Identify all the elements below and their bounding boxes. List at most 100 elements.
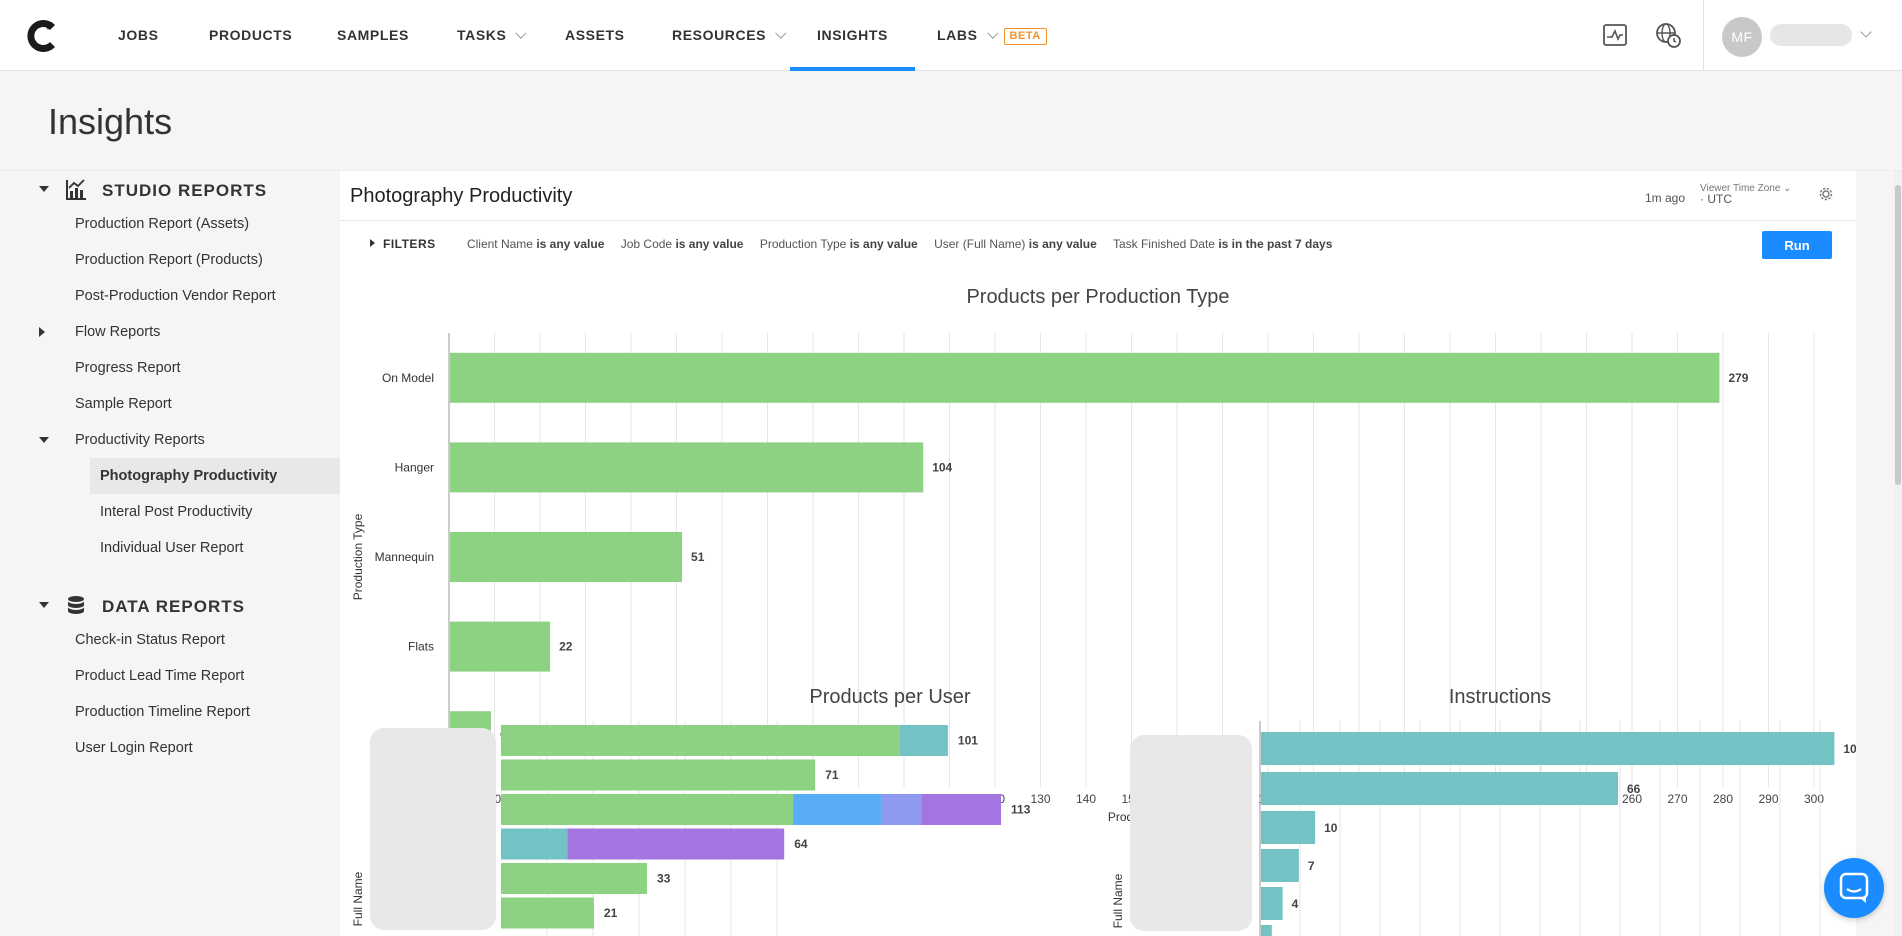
- filters-toggle[interactable]: FILTERS: [370, 237, 436, 251]
- data-label: 51: [691, 550, 705, 564]
- data-label: 22: [559, 640, 573, 654]
- nav-separator: [1703, 0, 1704, 71]
- data-label: 104: [932, 460, 952, 474]
- y-tick-label: Hanger: [395, 460, 434, 474]
- sidebar-item-productivity-reports[interactable]: Productivity Reports: [0, 422, 340, 458]
- bar-segment: [501, 725, 900, 756]
- bar: [1261, 887, 1283, 920]
- bar-chart-icon: [66, 179, 86, 200]
- nav-assets-label: ASSETS: [565, 27, 625, 43]
- sidebar-item-label: Post-Production Vendor Report: [75, 288, 276, 304]
- sidebar-item-check-in-status[interactable]: Check-in Status Report: [0, 622, 340, 658]
- nav-labs[interactable]: LABS BETA: [937, 0, 1047, 71]
- filter-condition: is any value: [1028, 237, 1097, 251]
- data-label: 10: [1324, 821, 1338, 835]
- x-tick-label: 270: [1667, 792, 1687, 806]
- bar-segment: [501, 828, 568, 860]
- timezone-value-text: UTC: [1707, 192, 1733, 206]
- filter-task-finished-date[interactable]: Task Finished Date is in the past 7 days: [1113, 237, 1332, 251]
- filter-condition: is any value: [675, 237, 744, 251]
- caret-down-icon: [39, 602, 49, 608]
- bar: [1261, 772, 1618, 805]
- gear-icon[interactable]: [1817, 185, 1835, 203]
- nav-products[interactable]: PRODUCTS: [209, 0, 292, 71]
- sidebar-item-product-lead-time[interactable]: Product Lead Time Report: [0, 658, 340, 694]
- username-redacted[interactable]: [1770, 24, 1852, 46]
- sidebar-item-label: Progress Report: [75, 360, 181, 376]
- sidebar-item-production-report-assets[interactable]: Production Report (Assets): [0, 206, 340, 242]
- nav-tasks-label: TASKS: [457, 27, 507, 43]
- filter-field: Task Finished Date: [1112, 237, 1215, 251]
- sidebar-item-progress-report[interactable]: Progress Report: [0, 350, 340, 386]
- nav-insights[interactable]: INSIGHTS: [790, 0, 915, 71]
- filter-field: Production Type: [759, 237, 847, 251]
- data-label: 21: [604, 906, 618, 920]
- sidebar-item-post-production-vendor[interactable]: Post-Production Vendor Report: [0, 278, 340, 314]
- bar-segment: [921, 794, 1002, 825]
- sidebar-item-label: Check-in Status Report: [75, 632, 225, 648]
- caret-right-icon: [39, 327, 45, 337]
- chevron-down-icon[interactable]: [1860, 26, 1872, 38]
- sidebar-item-individual-user-report[interactable]: Individual User Report: [0, 530, 340, 566]
- timezone-label[interactable]: Viewer Time Zone ⌄: [1700, 183, 1792, 194]
- filter-production-type[interactable]: Production Type is any value: [760, 237, 918, 251]
- filter-user-full-name[interactable]: User (Full Name) is any value: [934, 237, 1097, 251]
- bar: [1261, 849, 1299, 882]
- sidebar-item-label: Production Report (Assets): [75, 216, 250, 232]
- sidebar-item-sample-report[interactable]: Sample Report: [0, 386, 340, 422]
- report-panel: Photography Productivity 1m ago Viewer T…: [340, 171, 1856, 936]
- data-reports-section[interactable]: DATA REPORTS: [0, 589, 340, 623]
- filter-field: User (Full Name): [934, 237, 1026, 251]
- data-reports-title: DATA REPORTS: [102, 597, 245, 616]
- top-navigation: JOBS PRODUCTS SAMPLES TASKS ASSETS RESOU…: [0, 0, 1902, 71]
- filter-job-code[interactable]: Job Code is any value: [621, 237, 744, 251]
- nav-labs-label: LABS: [937, 27, 978, 43]
- sidebar-item-label: Productivity Reports: [75, 432, 205, 448]
- nav-tasks[interactable]: TASKS: [457, 0, 527, 71]
- timezone-label-text: Viewer Time Zone: [1700, 183, 1781, 194]
- bar-segment: [793, 794, 882, 825]
- x-tick-label: 300: [1804, 792, 1824, 806]
- report-title: Photography Productivity: [350, 185, 573, 207]
- globe-clock-icon[interactable]: [1655, 22, 1681, 48]
- sidebar-item-label: Individual User Report: [100, 540, 244, 556]
- bar: [1261, 732, 1835, 765]
- nav-resources-label: RESOURCES: [672, 27, 767, 43]
- scrollbar-track[interactable]: [1894, 171, 1902, 936]
- bar-segment: [567, 828, 785, 860]
- nav-assets[interactable]: ASSETS: [565, 0, 625, 71]
- bar: [1261, 925, 1272, 936]
- data-label: 71: [825, 768, 839, 782]
- bar: [450, 442, 924, 493]
- bar-segment: [501, 897, 594, 929]
- run-button[interactable]: Run: [1762, 231, 1832, 259]
- avatar-initials: MF: [1731, 29, 1753, 45]
- data-label: 33: [657, 872, 671, 886]
- nav-insights-label: INSIGHTS: [817, 27, 888, 43]
- activity-monitor-icon[interactable]: [1602, 22, 1628, 48]
- chevron-down-icon: [775, 27, 787, 39]
- user-names-redacted: [370, 728, 496, 930]
- x-tick-label: 130: [1030, 792, 1050, 806]
- sidebar-item-production-report-products[interactable]: Production Report (Products): [0, 242, 340, 278]
- x-tick-label: 280: [1713, 792, 1733, 806]
- bar: [450, 621, 551, 672]
- sidebar-item-production-timeline[interactable]: Production Timeline Report: [0, 694, 340, 730]
- avatar[interactable]: MF: [1722, 17, 1762, 57]
- chat-launcher[interactable]: [1824, 858, 1884, 918]
- nav-jobs[interactable]: JOBS: [118, 0, 159, 71]
- sidebar-item-label: Production Timeline Report: [75, 704, 250, 720]
- sidebar-item-flow-reports[interactable]: Flow Reports: [0, 314, 340, 350]
- app-logo[interactable]: [24, 16, 64, 56]
- sidebar-item-interal-post-productivity[interactable]: Interal Post Productivity: [0, 494, 340, 530]
- sidebar-item-user-login[interactable]: User Login Report: [0, 730, 340, 766]
- scrollbar-thumb[interactable]: [1895, 185, 1901, 485]
- y-tick-label: Flats: [408, 640, 434, 654]
- data-label: 101: [958, 734, 978, 748]
- studio-reports-section[interactable]: STUDIO REPORTS: [0, 173, 340, 207]
- bar-segment: [899, 725, 948, 756]
- filter-client-name[interactable]: Client Name is any value: [467, 237, 604, 251]
- sidebar-item-photography-productivity[interactable]: Photography Productivity: [90, 458, 340, 494]
- nav-resources[interactable]: RESOURCES: [672, 0, 787, 71]
- nav-samples[interactable]: SAMPLES: [337, 0, 409, 71]
